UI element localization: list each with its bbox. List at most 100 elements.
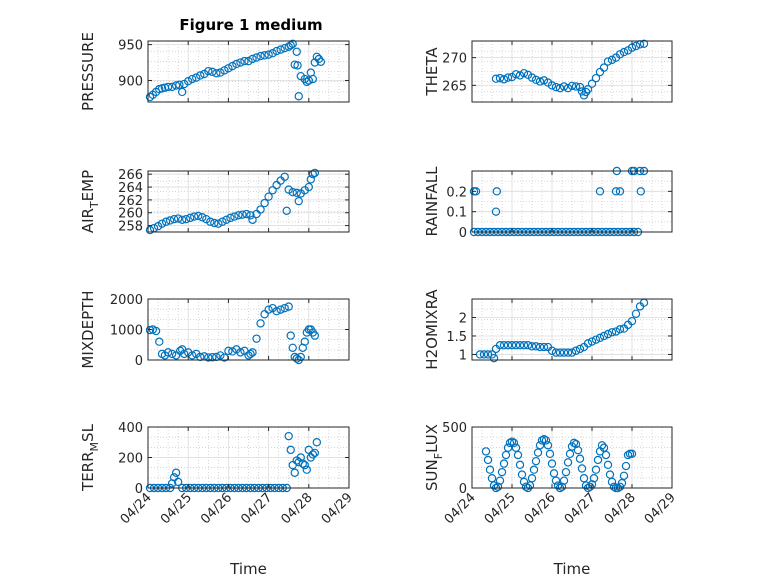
subplot-5: 0 1000 2000 MIXDEPTH	[79, 290, 350, 369]
data-point	[615, 325, 625, 334]
data-point	[607, 328, 617, 337]
data-point	[559, 82, 569, 91]
y-tick-label: 258	[118, 220, 143, 235]
data-point	[183, 76, 193, 86]
data-point	[163, 82, 173, 92]
data-point	[561, 467, 571, 477]
data-point	[479, 350, 489, 359]
data-point	[256, 51, 265, 61]
y-axis-label: TERRMSL	[79, 423, 101, 492]
data-point	[553, 481, 563, 490]
axes-box	[471, 170, 673, 233]
data-point	[252, 53, 261, 62]
data-point	[252, 334, 261, 343]
data-point	[310, 168, 320, 178]
data-point	[543, 441, 553, 450]
data-point	[212, 352, 221, 362]
y-tick-label: 2	[459, 311, 467, 326]
data-point	[276, 45, 285, 54]
data-point	[615, 50, 625, 59]
data-point	[485, 465, 495, 474]
data-point	[181, 214, 191, 224]
data-point	[228, 347, 237, 356]
data-point	[497, 467, 507, 477]
data-point	[571, 82, 581, 91]
data-point	[218, 217, 227, 226]
data-point	[541, 436, 551, 445]
data-point	[525, 481, 535, 490]
data-point	[609, 482, 619, 491]
data-point	[304, 182, 313, 192]
data-point	[559, 348, 569, 357]
data-point	[531, 75, 541, 85]
y-tick-label: 1.5	[446, 330, 467, 345]
data-point	[304, 76, 313, 85]
data-point	[246, 349, 255, 359]
data-point	[198, 213, 207, 222]
data-point	[260, 51, 269, 60]
data-point	[292, 47, 301, 56]
data-point	[487, 474, 497, 483]
data-point	[310, 331, 320, 340]
data-point	[260, 198, 269, 208]
data-point	[161, 217, 171, 226]
data-point	[302, 465, 311, 474]
y-axis-label: PRESSURE	[79, 32, 97, 111]
data-series	[145, 168, 320, 235]
data-point	[272, 307, 281, 316]
data-point	[519, 477, 529, 487]
data-point	[173, 214, 183, 223]
data-point	[481, 447, 491, 456]
data-point	[555, 83, 565, 93]
data-point	[248, 348, 257, 357]
data-point	[280, 303, 289, 313]
data-point	[226, 213, 235, 223]
data-point	[551, 348, 561, 357]
data-point	[545, 449, 555, 459]
data-point	[507, 341, 517, 350]
data-point	[179, 349, 189, 359]
data-point	[547, 81, 557, 90]
data-point	[533, 448, 543, 457]
data-point	[240, 56, 249, 66]
data-point	[300, 460, 309, 470]
data-point	[567, 81, 577, 91]
data-point	[216, 68, 225, 77]
data-point	[527, 474, 537, 483]
data-point	[599, 331, 609, 341]
data-point	[224, 64, 233, 73]
data-point	[611, 187, 621, 196]
data-point	[511, 70, 521, 79]
data-point	[601, 450, 611, 460]
data-point	[312, 52, 322, 61]
data-point	[206, 217, 215, 226]
data-point	[599, 63, 609, 72]
data-point	[537, 436, 547, 445]
data-point	[563, 458, 573, 467]
data-point	[595, 187, 605, 196]
data-point	[489, 481, 499, 490]
data-point	[535, 441, 545, 450]
data-point	[511, 341, 521, 350]
axes-box	[471, 40, 673, 103]
data-point	[511, 443, 521, 452]
data-point	[256, 205, 265, 214]
data-point	[232, 59, 241, 69]
x-axis-label: Time	[229, 560, 267, 578]
data-point	[230, 212, 239, 221]
data-point	[491, 207, 501, 216]
data-point	[167, 82, 177, 92]
data-point	[220, 66, 229, 75]
data-point	[515, 71, 525, 80]
data-point	[503, 73, 513, 82]
data-point	[547, 459, 557, 468]
data-point	[264, 192, 273, 201]
data-point	[280, 172, 289, 181]
y-tick-label: 260	[118, 207, 143, 222]
y-axis-label: MIXDEPTH	[79, 290, 97, 368]
data-point	[571, 346, 581, 355]
data-point	[236, 348, 245, 357]
data-point	[527, 73, 537, 82]
data-point	[513, 450, 523, 460]
